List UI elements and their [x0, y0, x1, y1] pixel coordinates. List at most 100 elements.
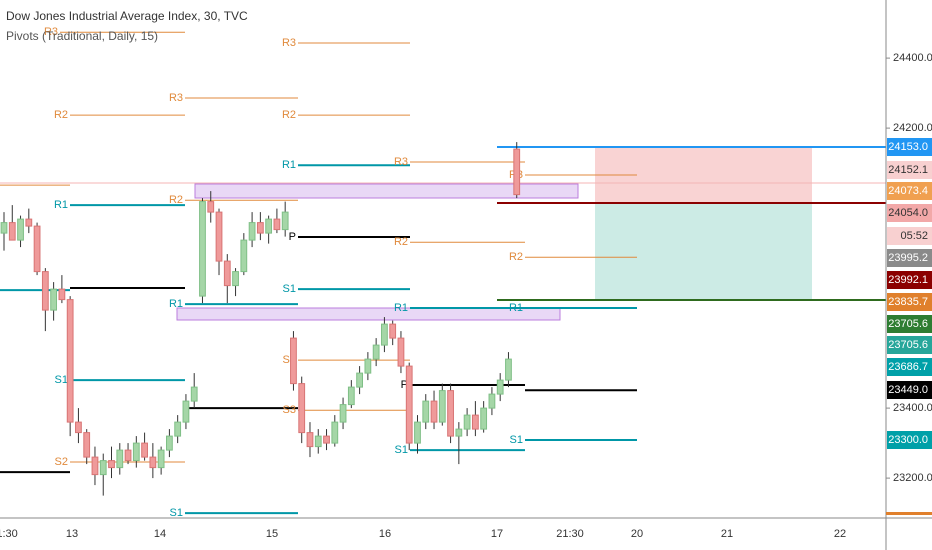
axis-marker	[886, 512, 932, 515]
price-tag	[887, 293, 932, 311]
y-tick-label: 24200.0	[893, 122, 932, 134]
pivot-label: S3	[283, 404, 296, 416]
candle-body	[149, 456, 157, 469]
price-tag	[887, 227, 932, 245]
candle-body	[290, 337, 297, 385]
zone-rectangle	[176, 307, 561, 321]
pivot-group: R3R2R1S1S2R3R2R1S1R3R2R1S1S2S3PR3R2R1S1P…	[0, 26, 637, 519]
candle-body	[207, 201, 215, 213]
pivot-label: R2	[282, 109, 296, 121]
x-tick-label: 16	[379, 528, 391, 540]
price-tag	[887, 138, 932, 156]
candle-body	[471, 414, 479, 430]
price-tag-label: 23835.7	[888, 296, 928, 308]
x-tick-label: 20	[631, 528, 643, 540]
price-tag-label: 23705.6	[888, 318, 928, 330]
pivot-label: S1	[55, 374, 68, 386]
pivot-label: R1	[169, 298, 183, 310]
pivot-label: R3	[169, 92, 183, 104]
price-tag-label: 24054.0	[888, 207, 928, 219]
price-tag	[887, 315, 932, 333]
price-tag-label: 23686.7	[888, 361, 928, 373]
x-tick-label: 21:30	[556, 528, 584, 540]
candle-group	[0, 142, 521, 496]
candle-body	[108, 460, 115, 469]
candle-body	[422, 400, 430, 423]
candle-body	[372, 344, 380, 360]
x-tick-label: 14	[154, 528, 166, 540]
candle-body	[314, 435, 322, 448]
pivot-label: R2	[394, 236, 408, 248]
candle-body	[0, 222, 8, 234]
pivot-label: R3	[44, 26, 58, 38]
candle-body	[488, 393, 496, 409]
candle-body	[405, 365, 413, 444]
candle-body	[430, 400, 438, 423]
candle-body	[215, 211, 223, 262]
pivot-label: S1	[395, 444, 408, 456]
y-tick-label: 24400.0	[893, 52, 932, 64]
candle-body	[298, 383, 306, 434]
candle-body	[356, 372, 363, 388]
zone-rectangle	[194, 183, 579, 199]
y-tick-label: 23400.0	[893, 402, 932, 414]
pivot-label: R2	[169, 194, 183, 206]
candle-body	[124, 449, 132, 462]
candle-body	[306, 432, 314, 448]
candle-body	[132, 442, 140, 462]
candle-body	[75, 421, 82, 434]
candle-body	[331, 421, 339, 444]
candle-body	[480, 407, 488, 430]
price-tag	[887, 381, 932, 399]
candle-body	[397, 337, 405, 367]
candle-body	[323, 435, 330, 444]
pivot-label: S1	[510, 434, 523, 446]
candle-body	[157, 449, 165, 469]
candle-body	[223, 260, 231, 287]
price-tag	[887, 249, 932, 267]
pivot-label: R1	[54, 199, 68, 211]
candle-body	[463, 414, 471, 430]
pivot-label: R1	[394, 302, 408, 314]
y-tick-label: 23200.0	[893, 472, 932, 484]
candle-body	[141, 442, 148, 458]
candle-body	[8, 222, 16, 241]
candle-body	[389, 323, 397, 339]
candle-body	[496, 379, 504, 395]
candle-body	[17, 218, 24, 241]
candle-body	[256, 222, 264, 234]
candle-body	[281, 211, 289, 231]
candle-body	[41, 271, 49, 311]
candle-body	[265, 218, 273, 234]
candle-body	[505, 358, 512, 381]
price-tag	[887, 271, 932, 289]
pivot-label: S2	[55, 456, 68, 468]
legend-indicator: Pivots (Traditional, Daily, 15)	[6, 29, 158, 43]
price-tag	[887, 358, 932, 376]
price-tag-label: 24152.1	[888, 164, 928, 176]
candle-body	[182, 400, 190, 423]
candle-body	[438, 390, 446, 423]
candle-body	[166, 435, 173, 451]
candle-body	[240, 239, 248, 273]
price-tag	[887, 431, 932, 449]
price-tag-label: 23300.0	[888, 434, 928, 446]
price-tag-label: 24153.0	[888, 141, 928, 153]
x-tick-label: 17	[491, 528, 503, 540]
candle-body	[33, 225, 41, 273]
long-zone	[595, 203, 812, 300]
candle-body	[513, 148, 521, 196]
candle-body	[58, 288, 66, 301]
candle-body	[414, 421, 421, 444]
candle-body	[83, 432, 91, 458]
price-tag-label: 23992.1	[888, 274, 928, 286]
candle-body	[199, 201, 206, 297]
candle-body	[232, 271, 239, 287]
x-tick-label: 13	[66, 528, 78, 540]
candle-body	[455, 428, 463, 437]
candle-body	[364, 358, 372, 374]
candle-body	[347, 386, 355, 406]
pivot-label: R2	[54, 109, 68, 121]
